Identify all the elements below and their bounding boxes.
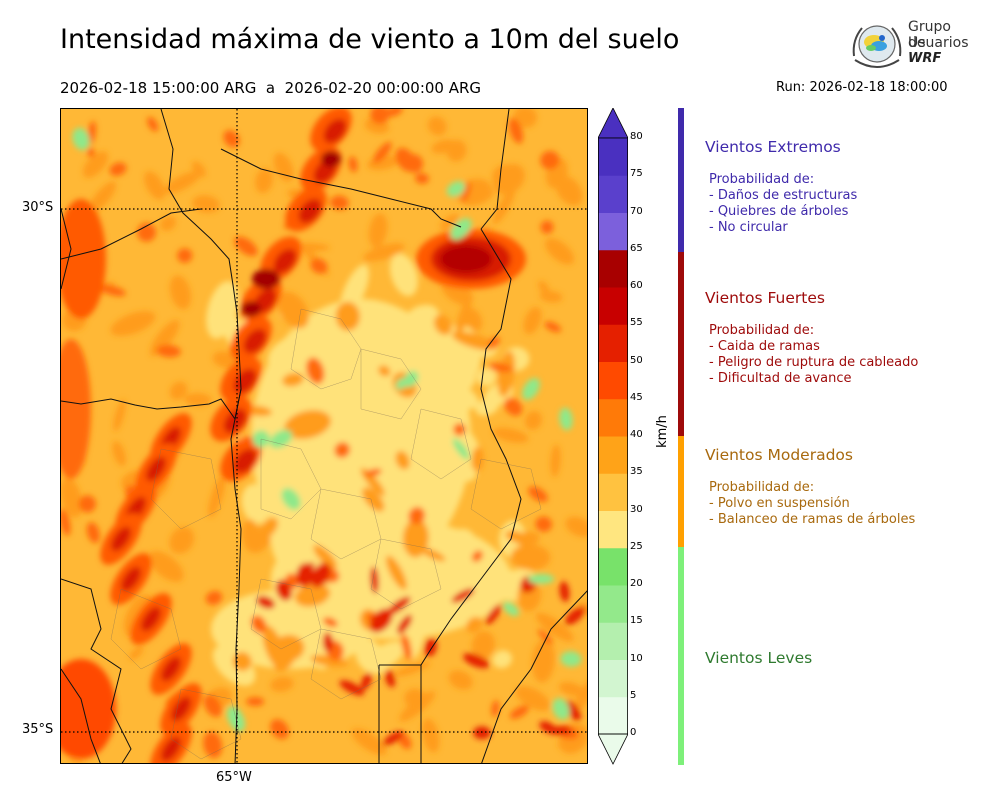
graticule (61, 109, 587, 763)
logo-line-2: Usuarios (908, 35, 969, 51)
colorbar-tick-label: 25 (630, 540, 643, 552)
colorbar-unit: km/h (654, 415, 670, 448)
globe-emblem-icon (852, 25, 902, 68)
province-border (61, 208, 202, 260)
colorbar-segment (598, 473, 628, 511)
colorbar-extend-max (598, 108, 628, 139)
category-color-bar (678, 108, 684, 252)
category-line: - Quiebres de árboles (709, 204, 849, 219)
country-border (61, 668, 101, 763)
colorbar-tick-label: 35 (630, 466, 643, 478)
province-border (481, 590, 587, 763)
colorbar-segment (598, 324, 628, 362)
colorbar-tick-label: 20 (630, 578, 643, 589)
colorbar-tick-label: 15 (630, 615, 643, 627)
colorbar-tick-label: 40 (630, 429, 643, 440)
category-line: - Caida de ramas (709, 339, 820, 354)
colorbar-segment (598, 696, 628, 735)
lat-label-30s: 30°S (22, 200, 54, 215)
colorbar-tick-label: 5 (630, 689, 637, 701)
colorbar-segment (598, 175, 628, 213)
colorbar-segment (598, 510, 628, 549)
colorbar-extend-min (598, 733, 628, 765)
category-line: Probabilidad de: (709, 480, 815, 495)
colorbar-segment (598, 398, 628, 437)
colorbar-segment (598, 659, 628, 698)
colorbar-segment (598, 585, 628, 623)
colorbar-tick-label: 75 (630, 168, 643, 180)
province-border (220, 148, 462, 228)
colorbar (598, 108, 628, 765)
colorbar-tick-label: 65 (630, 242, 643, 254)
category-line: - Peligro de ruptura de cableado (709, 355, 919, 370)
category-color-bar (678, 252, 684, 436)
category-line: - No circular (709, 220, 788, 235)
lon-label-65w: 65°W (216, 770, 252, 785)
colorbar-segment (598, 212, 628, 251)
province-border (230, 388, 242, 763)
colorbar-segment (598, 361, 628, 400)
country-border (61, 578, 132, 763)
category-color-bar (678, 436, 684, 547)
colorbar-tick-label: 50 (630, 354, 643, 366)
country-border (61, 208, 72, 290)
logo-line-3: WRF (908, 51, 942, 66)
colorbar-tick-label: 60 (630, 280, 643, 291)
category-line: - Dificultad de avance (709, 371, 852, 386)
colorbar-tick-label: 55 (630, 317, 643, 329)
province-border (420, 228, 522, 666)
colorbar-segment (598, 249, 628, 288)
category-color-bar (678, 547, 684, 765)
colorbar-segment (598, 622, 628, 660)
colorbar-segment (598, 436, 628, 474)
colorbar-tick-label: 70 (630, 205, 643, 217)
colorbar-tick-label: 10 (630, 652, 643, 664)
colorbar-tick-label: 80 (630, 131, 643, 142)
category-line: - Daños de estructuras (709, 188, 858, 203)
category-title: Vientos Moderados (705, 446, 853, 464)
category-line: Probabilidad de: (709, 323, 815, 338)
category-title: Vientos Fuertes (705, 289, 825, 307)
lat-label-35s: 35°S (22, 722, 54, 737)
category-line: Probabilidad de: (709, 172, 815, 187)
wind-field-svg (61, 109, 587, 763)
category-title: Vientos Leves (705, 649, 813, 667)
colorbar-tick-label: 0 (630, 727, 637, 738)
valid-period: 2026-02-18 15:00:00 ARG a 2026-02-20 00:… (60, 79, 482, 97)
colorbar-tick-label: 45 (630, 391, 643, 403)
colorbar-segment (598, 287, 628, 325)
category-line: - Polvo en suspensión (709, 496, 850, 511)
wrf-logo: Grupo de Usuarios WRF (848, 16, 969, 74)
colorbar-segment (598, 138, 628, 176)
category-line: - Balanceo de ramas de árboles (709, 512, 916, 527)
run-timestamp: Run: 2026-02-18 18:00:00 (776, 80, 948, 95)
province-border (480, 109, 510, 230)
map-title: Intensidad máxima de viento a 10m del su… (60, 24, 680, 55)
logo-line-1: Grupo de (908, 19, 951, 51)
colorbar-segment (598, 547, 628, 586)
colorbar-tick-label: 30 (630, 503, 643, 515)
category-title: Vientos Extremos (705, 138, 841, 156)
wind-map (60, 108, 588, 764)
